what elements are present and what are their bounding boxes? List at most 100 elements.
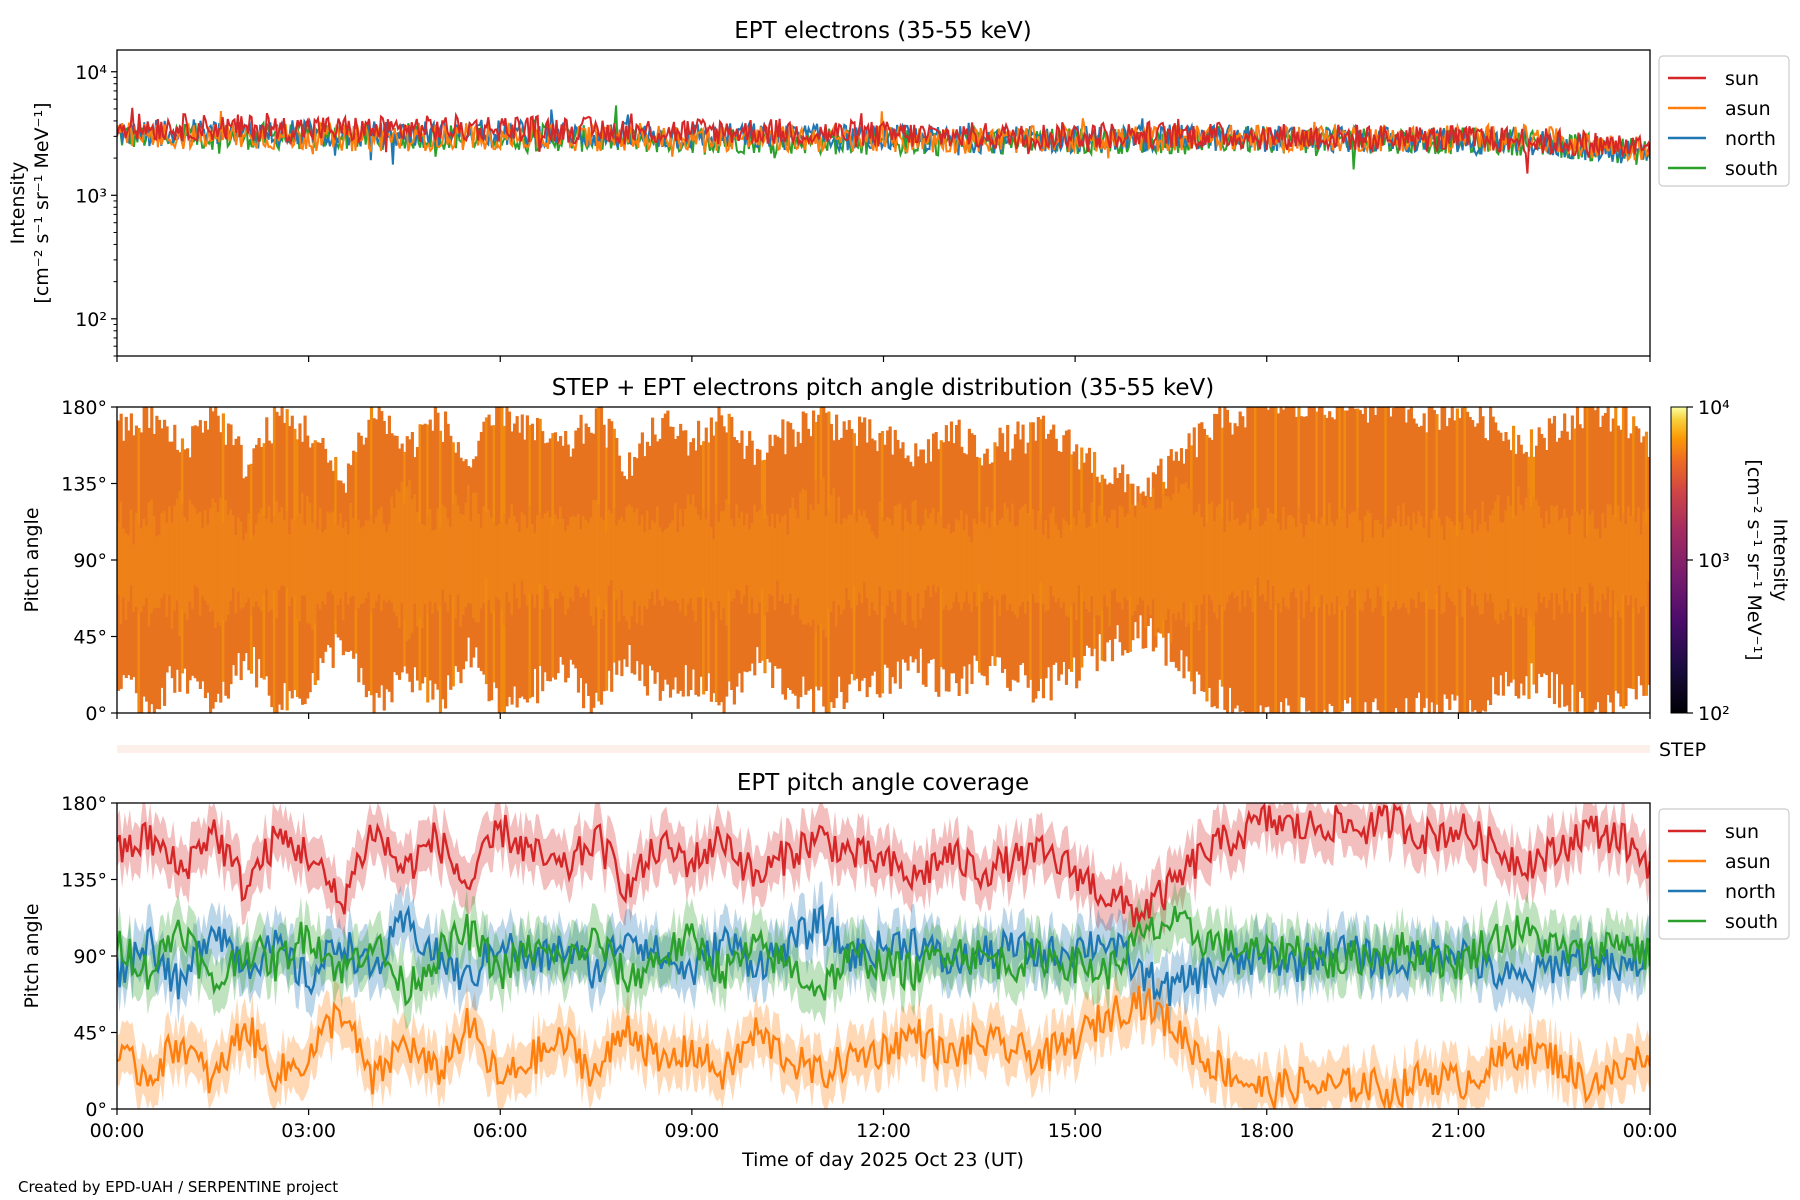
heatmap-column	[893, 505, 897, 614]
heatmap-column	[1118, 505, 1122, 603]
legend-label-sun: sun	[1725, 68, 1759, 90]
heatmap-column	[755, 512, 759, 614]
heatmap-column	[1450, 521, 1454, 602]
heatmap-column	[1067, 524, 1071, 618]
heatmap-column	[1481, 501, 1485, 614]
heatmap-column	[1353, 511, 1357, 590]
y-tick-label: 0°	[85, 703, 107, 725]
heatmap-column	[127, 535, 131, 602]
heatmap-column	[142, 518, 146, 606]
heatmap-column	[178, 490, 182, 637]
heatmap-column	[377, 509, 381, 595]
panel3-plot-area	[117, 803, 1650, 1109]
panel2-ylabel: Pitch angle	[21, 507, 43, 612]
heatmap-column	[405, 486, 409, 642]
heatmap-column	[574, 516, 578, 586]
heatmap-column	[530, 524, 535, 595]
heatmap-column	[265, 518, 269, 590]
band-north	[117, 880, 1650, 1032]
heatmap-column	[1394, 522, 1398, 601]
heatmap-column	[1039, 513, 1043, 582]
heatmap-column	[515, 522, 519, 599]
heatmap-column	[1016, 525, 1020, 619]
y-tick-label: 10³	[75, 185, 107, 207]
x-tick-label: 12:00	[856, 1120, 911, 1142]
panel3-ylabel: Pitch angle	[21, 903, 43, 1008]
heatmap-column	[1289, 515, 1293, 592]
heatmap-column	[735, 504, 739, 590]
heatmap-column	[1024, 504, 1028, 614]
heatmap-column	[561, 519, 565, 596]
heatmap-column	[270, 523, 274, 610]
heatmap-column	[1632, 515, 1636, 608]
heatmap-column	[553, 514, 558, 599]
heatmap-column	[916, 524, 920, 594]
heatmap-column	[1231, 501, 1235, 592]
heatmap-column	[423, 525, 427, 605]
heatmap-column	[431, 530, 435, 614]
heatmap-column	[1407, 516, 1411, 615]
heatmap-column	[689, 504, 693, 599]
heatmap-column	[1087, 526, 1092, 613]
heatmap-column	[1338, 517, 1342, 606]
heatmap-column	[487, 509, 491, 600]
heatmap-column	[1054, 523, 1058, 603]
heatmap-column	[1110, 509, 1115, 591]
heatmap-column	[157, 534, 162, 608]
heatmap-column	[1491, 509, 1495, 603]
heatmap-column	[993, 527, 997, 606]
heatmap-column	[1013, 526, 1017, 615]
heatmap-column	[1542, 527, 1546, 597]
heatmap-column	[1093, 528, 1097, 618]
heatmap-column	[814, 479, 818, 634]
x-tick-label: 06:00	[473, 1120, 528, 1142]
heatmap-column	[799, 492, 803, 620]
heatmap-column	[1085, 527, 1089, 609]
heatmap-column	[316, 529, 320, 605]
heatmap-column	[1126, 513, 1130, 601]
heatmap-column	[651, 520, 655, 592]
heatmap-column	[827, 510, 831, 608]
heatmap-column	[1409, 530, 1413, 599]
heatmap-column	[1200, 517, 1204, 605]
heatmap-column	[1575, 511, 1580, 594]
heatmap-column	[528, 505, 532, 594]
step-strip: STEP	[117, 739, 1706, 761]
heatmap-column	[1361, 542, 1365, 612]
heatmap-column	[914, 499, 918, 628]
heatmap-column	[1391, 518, 1396, 608]
heatmap-column	[1496, 495, 1500, 625]
heatmap-column	[132, 544, 136, 612]
heatmap-column	[122, 528, 126, 598]
heatmap-column	[1271, 514, 1276, 586]
heatmap-column	[1307, 513, 1311, 585]
heatmap-column	[1614, 517, 1618, 605]
heatmap-column	[234, 535, 238, 614]
heatmap-column	[147, 502, 151, 627]
heatmap-column	[668, 523, 673, 601]
heatmap-column	[520, 511, 524, 581]
heatmap-column	[1402, 503, 1406, 604]
x-tick-label: 00:00	[1623, 1120, 1678, 1142]
heatmap-column	[469, 521, 473, 604]
heatmap-column	[369, 514, 374, 614]
heatmap-column	[597, 504, 601, 597]
heatmap-column	[244, 532, 248, 603]
heatmap-column	[1236, 518, 1240, 596]
heatmap-column	[564, 531, 568, 615]
heatmap-column	[1591, 510, 1595, 586]
heatmap-column	[1269, 512, 1273, 610]
legend-label-asun: asun	[1725, 851, 1771, 873]
series-line-south	[117, 905, 1650, 1007]
heatmap-column	[1225, 499, 1230, 603]
heatmap-column	[605, 532, 609, 604]
heatmap-column	[753, 504, 757, 614]
heatmap-column	[990, 511, 994, 596]
heatmap-column	[1215, 506, 1219, 619]
heatmap-column	[1552, 507, 1557, 621]
heatmap-column	[303, 524, 307, 596]
heatmap-column	[817, 504, 821, 625]
heatmap-column	[1340, 508, 1344, 610]
heatmap-column	[1062, 519, 1066, 603]
heatmap-column	[490, 517, 494, 614]
